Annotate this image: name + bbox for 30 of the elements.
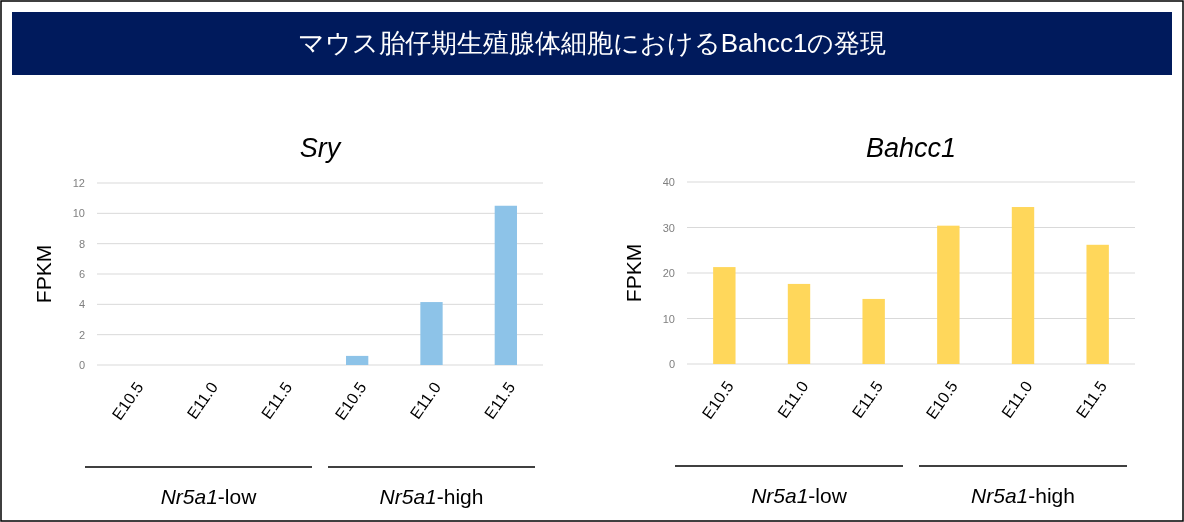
chart-title: マウス胎仔期生殖腺体細胞におけるBahcc1の発現 bbox=[297, 28, 887, 58]
y-tick-label: 0 bbox=[668, 358, 675, 370]
y-axis-title: FPKM bbox=[622, 243, 645, 303]
bar bbox=[346, 355, 369, 365]
y-tick-label: 10 bbox=[662, 312, 675, 325]
bar bbox=[862, 298, 885, 364]
bar bbox=[787, 283, 811, 364]
y-tick-label: 0 bbox=[78, 359, 85, 371]
bar bbox=[494, 205, 517, 365]
y-tick-label: 8 bbox=[78, 237, 85, 250]
bar bbox=[713, 267, 736, 364]
y-tick-label: 20 bbox=[662, 267, 675, 279]
y-tick-label: 40 bbox=[662, 176, 675, 188]
text: Nr5a1-high bbox=[379, 485, 484, 508]
y-tick-label: 6 bbox=[78, 268, 85, 280]
bar bbox=[937, 225, 960, 364]
y-axis-title: FPKM bbox=[32, 244, 55, 304]
chart-title: Sry bbox=[299, 133, 342, 163]
text: Nr5a1-high bbox=[971, 484, 1075, 507]
y-tick-label: 4 bbox=[78, 298, 85, 311]
y-tick-label: 30 bbox=[662, 221, 675, 234]
y-tick-label: 2 bbox=[78, 328, 85, 341]
bar bbox=[1086, 244, 1109, 364]
chart-title: Bahcc1 bbox=[865, 133, 957, 163]
y-tick-label: 10 bbox=[72, 207, 85, 220]
bar bbox=[420, 302, 443, 365]
bar bbox=[1011, 207, 1035, 364]
text: Nr5a1-low bbox=[160, 485, 258, 508]
y-tick-label: 12 bbox=[72, 177, 85, 189]
text: Nr5a1-low bbox=[751, 484, 848, 507]
